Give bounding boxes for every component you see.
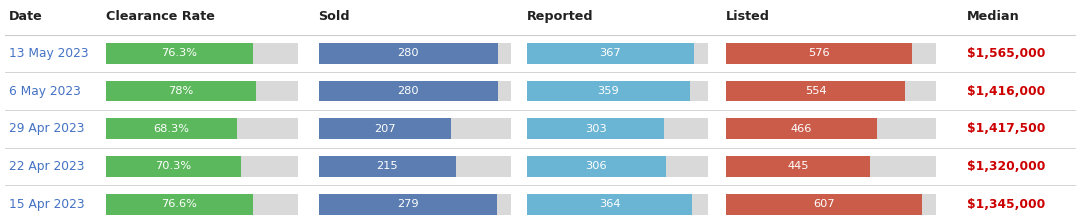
FancyBboxPatch shape: [106, 118, 238, 139]
FancyBboxPatch shape: [726, 156, 936, 177]
FancyBboxPatch shape: [527, 81, 708, 101]
FancyBboxPatch shape: [319, 43, 511, 64]
FancyBboxPatch shape: [527, 194, 708, 215]
Text: $1,416,000: $1,416,000: [967, 85, 1044, 98]
Text: 367: 367: [599, 48, 621, 58]
FancyBboxPatch shape: [106, 156, 241, 177]
FancyBboxPatch shape: [527, 81, 690, 101]
FancyBboxPatch shape: [319, 194, 498, 215]
FancyBboxPatch shape: [726, 81, 936, 101]
Text: 576: 576: [808, 48, 829, 58]
FancyBboxPatch shape: [319, 81, 511, 101]
FancyBboxPatch shape: [106, 118, 298, 139]
FancyBboxPatch shape: [527, 194, 692, 215]
Text: 364: 364: [598, 199, 620, 209]
FancyBboxPatch shape: [319, 118, 451, 139]
Text: $1,565,000: $1,565,000: [967, 47, 1045, 60]
Text: 13 May 2023: 13 May 2023: [9, 47, 89, 60]
Text: 303: 303: [585, 124, 607, 134]
Text: 6 May 2023: 6 May 2023: [9, 85, 81, 98]
FancyBboxPatch shape: [106, 81, 256, 101]
FancyBboxPatch shape: [726, 118, 936, 139]
Text: 279: 279: [397, 199, 419, 209]
FancyBboxPatch shape: [319, 43, 498, 64]
Text: 280: 280: [397, 48, 419, 58]
Text: Clearance Rate: Clearance Rate: [106, 10, 215, 23]
Text: 607: 607: [813, 199, 835, 209]
FancyBboxPatch shape: [726, 81, 905, 101]
Text: Listed: Listed: [726, 10, 770, 23]
Text: Reported: Reported: [527, 10, 594, 23]
Text: $1,417,500: $1,417,500: [967, 122, 1045, 135]
FancyBboxPatch shape: [527, 156, 708, 177]
Text: 554: 554: [805, 86, 826, 96]
FancyBboxPatch shape: [527, 43, 708, 64]
FancyBboxPatch shape: [106, 43, 253, 64]
Text: 445: 445: [787, 161, 809, 171]
Text: 22 Apr 2023: 22 Apr 2023: [9, 160, 84, 173]
FancyBboxPatch shape: [106, 194, 253, 215]
Text: 76.3%: 76.3%: [161, 48, 198, 58]
FancyBboxPatch shape: [726, 194, 922, 215]
Text: 359: 359: [597, 86, 619, 96]
FancyBboxPatch shape: [319, 194, 511, 215]
FancyBboxPatch shape: [527, 118, 708, 139]
FancyBboxPatch shape: [726, 194, 936, 215]
Text: 207: 207: [374, 124, 395, 134]
FancyBboxPatch shape: [726, 118, 877, 139]
Text: 466: 466: [791, 124, 812, 134]
Text: 68.3%: 68.3%: [153, 124, 189, 134]
FancyBboxPatch shape: [726, 43, 936, 64]
Text: 76.6%: 76.6%: [162, 199, 198, 209]
FancyBboxPatch shape: [106, 156, 298, 177]
FancyBboxPatch shape: [527, 43, 693, 64]
FancyBboxPatch shape: [319, 156, 511, 177]
Text: 29 Apr 2023: 29 Apr 2023: [9, 122, 84, 135]
Text: 215: 215: [377, 161, 399, 171]
Text: $1,320,000: $1,320,000: [967, 160, 1045, 173]
FancyBboxPatch shape: [319, 156, 457, 177]
FancyBboxPatch shape: [106, 194, 298, 215]
FancyBboxPatch shape: [726, 43, 913, 64]
FancyBboxPatch shape: [527, 118, 664, 139]
FancyBboxPatch shape: [319, 118, 511, 139]
Text: $1,345,000: $1,345,000: [967, 198, 1044, 211]
Text: 70.3%: 70.3%: [156, 161, 191, 171]
Text: 306: 306: [585, 161, 607, 171]
Text: 280: 280: [397, 86, 419, 96]
Text: 15 Apr 2023: 15 Apr 2023: [9, 198, 84, 211]
Text: Median: Median: [967, 10, 1020, 23]
Text: 78%: 78%: [168, 86, 193, 96]
FancyBboxPatch shape: [527, 156, 666, 177]
FancyBboxPatch shape: [319, 81, 498, 101]
FancyBboxPatch shape: [726, 156, 870, 177]
FancyBboxPatch shape: [106, 81, 298, 101]
FancyBboxPatch shape: [106, 43, 298, 64]
Text: Sold: Sold: [319, 10, 350, 23]
Text: Date: Date: [9, 10, 42, 23]
